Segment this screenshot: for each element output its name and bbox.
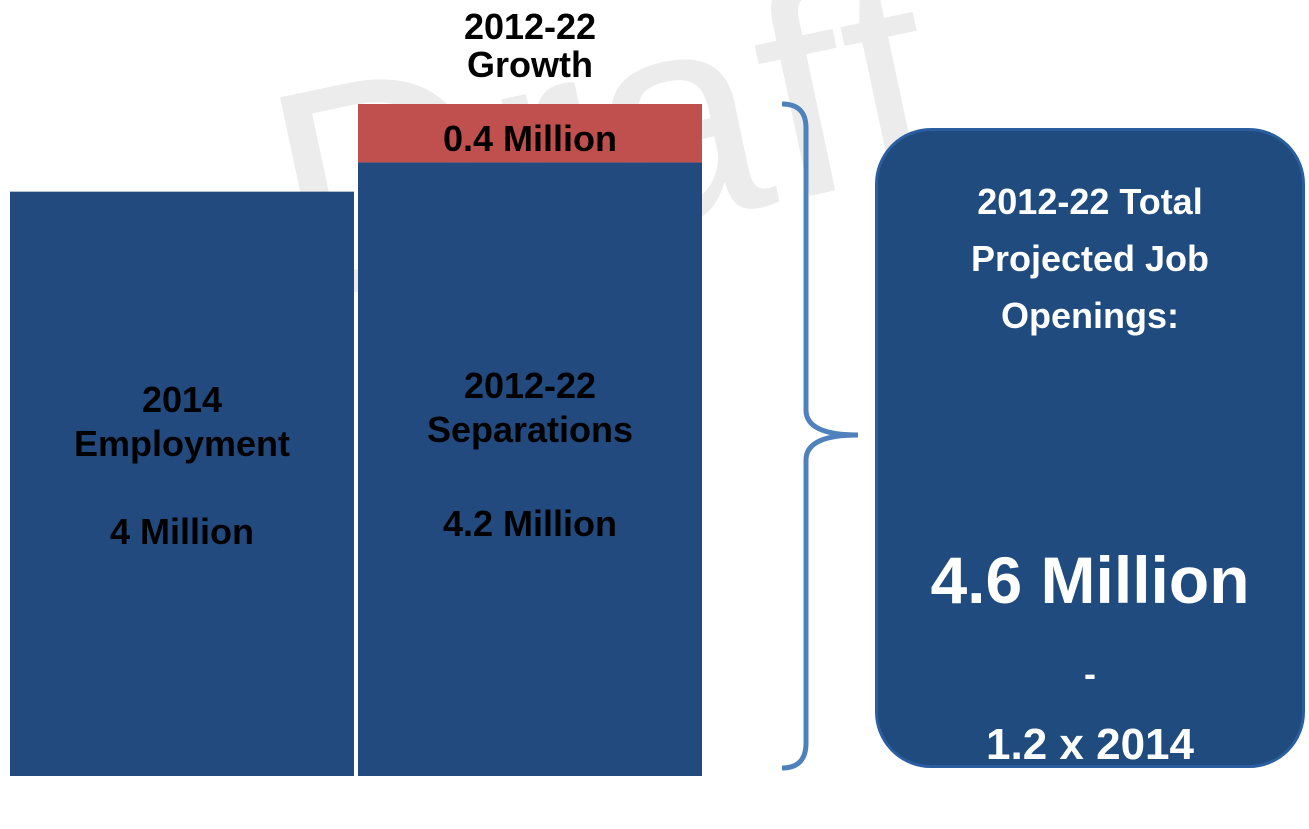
box-dash: - bbox=[1084, 653, 1096, 694]
total-openings-box: 2012-22 Total Projected Job Openings: 4.… bbox=[875, 128, 1305, 825]
bars-group bbox=[10, 104, 702, 776]
ratio-line2: Employment bbox=[957, 776, 1223, 825]
employment-title: Employment bbox=[73, 423, 291, 464]
growth-label: 2012-22 Growth bbox=[358, 8, 702, 84]
ratio-line1: 1.2 x 2014 bbox=[986, 720, 1194, 769]
box-title-line2: Projected Job bbox=[970, 238, 1210, 279]
total-openings-value: 4.6 Million bbox=[930, 543, 1250, 617]
stacked-bar-chart bbox=[10, 101, 859, 776]
growth-title: Growth bbox=[467, 44, 593, 85]
growth-period: 2012-22 bbox=[463, 6, 597, 47]
box-title-line1: 2012-22 Total bbox=[977, 181, 1203, 222]
separations-title: Separations bbox=[426, 409, 634, 450]
separations-period: 2012-22 bbox=[463, 365, 597, 406]
employment-bar-label: 2014 Employment 4 Million bbox=[10, 378, 354, 554]
growth-bar bbox=[358, 104, 702, 163]
employment-bar bbox=[10, 191, 354, 776]
employment-year: 2014 bbox=[141, 379, 223, 420]
box-title: 2012-22 Total Projected Job Openings: bbox=[878, 173, 1302, 344]
ratio-text: 1.2 x 2014 Employment bbox=[878, 717, 1302, 829]
box-title-line3: Openings: bbox=[1001, 295, 1179, 336]
separations-value: 4.2 Million bbox=[442, 503, 618, 544]
curly-brace bbox=[781, 101, 859, 771]
growth-value: 0.4 Million bbox=[442, 118, 618, 159]
separations-bar-label: 2012-22 Separations 4.2 Million bbox=[358, 364, 702, 546]
separations-bar bbox=[358, 162, 702, 776]
employment-value: 4 Million bbox=[110, 511, 254, 552]
